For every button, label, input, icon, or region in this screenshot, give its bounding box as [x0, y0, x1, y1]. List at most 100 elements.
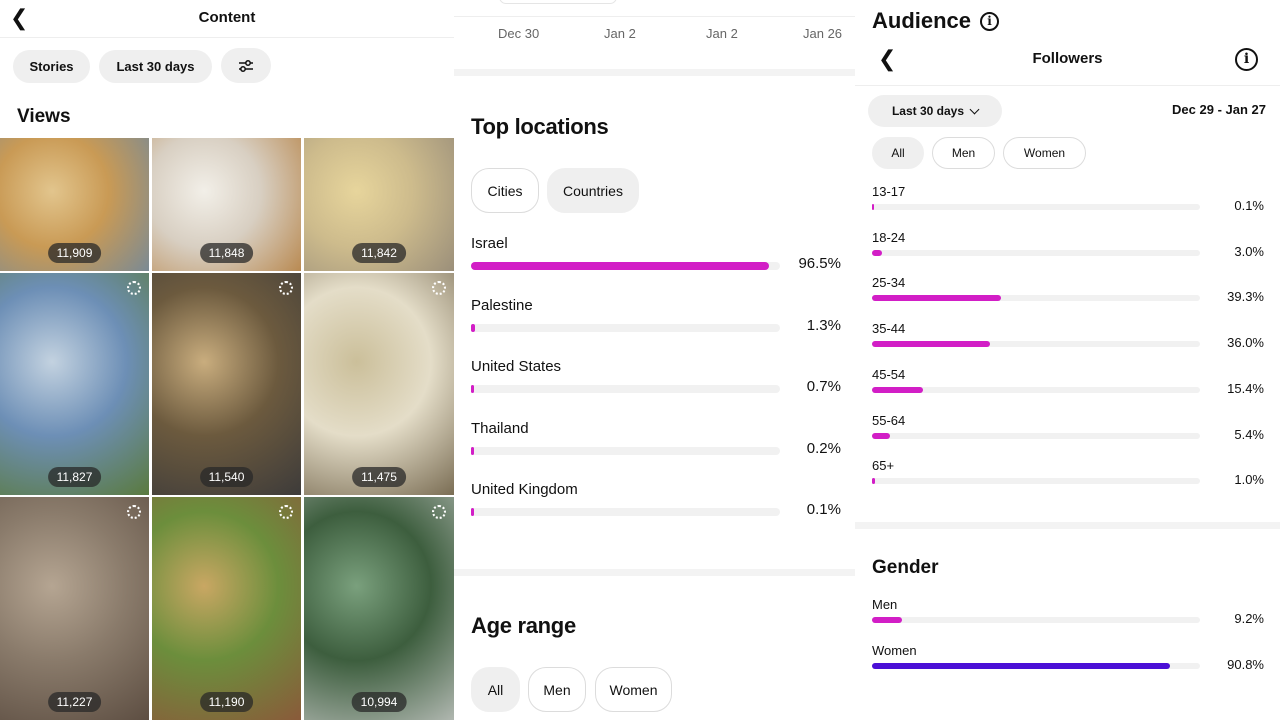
- age-bar-track: [872, 478, 1200, 485]
- age-row: 13-17 0.1%: [872, 184, 1264, 224]
- age-bar-fill: [872, 386, 923, 393]
- axis-tooltip: [499, 0, 617, 4]
- location-name: Palestine: [471, 296, 533, 314]
- tab-women[interactable]: Women: [1003, 137, 1086, 169]
- content-thumbnail[interactable]: 11,848: [152, 138, 301, 271]
- location-bar-fill: [471, 508, 474, 516]
- tab-all[interactable]: All: [471, 667, 520, 712]
- age-row: 35-44 36.0%: [872, 321, 1264, 361]
- location-bar-track: [471, 262, 780, 270]
- age-label: 45-54: [872, 366, 906, 382]
- gender-percent: 9.2%: [1234, 611, 1264, 626]
- locations-panel: Dec 30 Jan 2 Jan 2 Jan 26 Top locations …: [454, 0, 855, 720]
- content-thumbnail[interactable]: 11,540: [152, 273, 301, 495]
- loading-icon: [127, 281, 141, 295]
- location-bar-track: [471, 323, 780, 332]
- location-row: Israel 96.5%: [471, 235, 841, 295]
- content-header: ❮ Content: [0, 0, 454, 38]
- content-thumbnail[interactable]: 11,227: [0, 497, 149, 720]
- tab-men[interactable]: Men: [528, 667, 586, 712]
- age-label: 25-34: [872, 275, 906, 291]
- sliders-icon: [239, 59, 253, 72]
- axis-label: Jan 2: [604, 26, 636, 41]
- age-bar-fill: [872, 432, 890, 439]
- view-count: 11,540: [199, 467, 254, 487]
- tab-men[interactable]: Men: [932, 137, 995, 169]
- location-percent: 1.3%: [806, 316, 841, 334]
- age-row: 45-54 15.4%: [872, 367, 1264, 407]
- location-bar-track: [471, 446, 780, 455]
- view-count: 11,475: [352, 467, 406, 487]
- axis-label: Dec 30: [498, 26, 540, 41]
- view-count: 11,190: [199, 692, 254, 712]
- period-filter-button[interactable]: Last 30 days: [99, 50, 212, 83]
- loading-icon: [432, 505, 446, 519]
- audience-panel: Audience i ❮ Followers i Last 30 days De…: [855, 0, 1280, 720]
- view-count: 11,848: [199, 243, 254, 263]
- location-bar-fill: [471, 323, 475, 332]
- age-bar-fill: [872, 341, 990, 348]
- view-count: 11,227: [47, 692, 102, 712]
- axis-label: Jan 26: [803, 26, 843, 41]
- age-row: 18-24 3.0%: [872, 230, 1264, 270]
- location-percent: 96.5%: [798, 255, 841, 272]
- tab-women[interactable]: Women: [595, 667, 672, 712]
- info-icon[interactable]: i: [1235, 48, 1258, 71]
- view-count: 10,994: [351, 692, 407, 712]
- loading-icon: [279, 281, 293, 295]
- age-bar-fill: [872, 204, 874, 210]
- age-label: 13-17: [872, 184, 906, 199]
- section-divider: [454, 69, 855, 76]
- view-count: 11,909: [47, 243, 102, 263]
- period-dropdown[interactable]: Last 30 days: [868, 95, 1002, 127]
- back-arrow-icon[interactable]: ❮: [878, 46, 897, 71]
- views-heading: Views: [17, 106, 71, 127]
- view-count: 11,827: [47, 467, 102, 487]
- gender-bar-fill: [872, 617, 902, 623]
- location-name: Thailand: [471, 419, 529, 437]
- location-percent: 0.7%: [806, 378, 841, 395]
- content-thumbnail[interactable]: 11,190: [152, 497, 301, 720]
- location-row: Thailand 0.2%: [471, 420, 841, 480]
- tab-cities[interactable]: Cities: [471, 168, 539, 213]
- age-row: 55-64 5.4%: [872, 413, 1264, 453]
- age-bar-track: [872, 204, 1200, 210]
- age-bar-track: [872, 341, 1200, 348]
- age-percent: 0.1%: [1234, 198, 1264, 213]
- gender-bar-track: [872, 662, 1200, 669]
- content-thumbnail[interactable]: 11,842: [304, 138, 454, 271]
- location-name: Israel: [471, 235, 508, 252]
- location-row: Palestine 1.3%: [471, 297, 841, 357]
- content-panel: ❮ Content Stories Last 30 days Views 11,…: [0, 0, 454, 720]
- age-range-title: Age range: [471, 613, 576, 638]
- age-bar-fill: [872, 249, 882, 256]
- followers-title: Followers: [1032, 50, 1103, 67]
- tab-all[interactable]: All: [872, 137, 924, 169]
- age-bar-fill: [872, 295, 1001, 302]
- content-thumbnail[interactable]: 10,994: [304, 497, 454, 720]
- axis-line: [454, 16, 855, 17]
- content-thumbnail[interactable]: 11,475: [304, 273, 454, 495]
- filter-settings-button[interactable]: [221, 48, 271, 83]
- tab-countries[interactable]: Countries: [547, 168, 639, 213]
- location-name: United Kingdom: [471, 481, 578, 498]
- location-bar-fill: [471, 385, 474, 393]
- loading-icon: [279, 505, 293, 519]
- age-percent: 5.4%: [1234, 426, 1264, 442]
- content-thumbnail[interactable]: 11,909: [0, 138, 149, 271]
- audience-title: Audience: [872, 8, 972, 33]
- back-arrow-icon[interactable]: ❮: [10, 5, 29, 30]
- age-percent: 15.4%: [1227, 380, 1264, 396]
- stories-filter-button[interactable]: Stories: [13, 50, 90, 83]
- gender-title: Gender: [872, 557, 939, 578]
- view-count: 11,842: [352, 243, 406, 263]
- age-label: 65+: [872, 458, 895, 474]
- section-divider: [454, 569, 855, 576]
- age-label: 55-64: [872, 412, 906, 428]
- page-title: Content: [198, 9, 256, 26]
- top-locations-title: Top locations: [471, 114, 609, 139]
- gender-row: Men 9.2%: [872, 597, 1264, 637]
- content-thumbnail[interactable]: 11,827: [0, 273, 149, 495]
- age-bar-fill: [872, 478, 875, 485]
- info-icon[interactable]: i: [980, 12, 999, 31]
